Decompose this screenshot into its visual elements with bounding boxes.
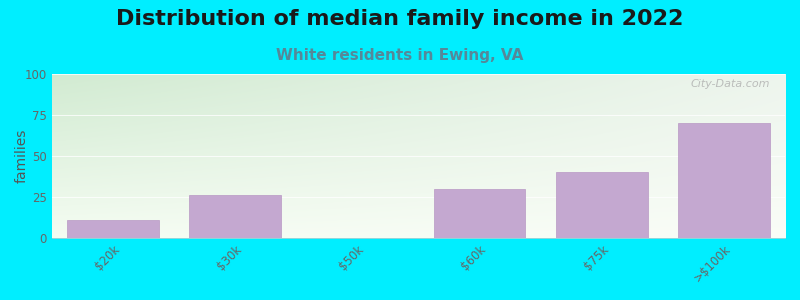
Y-axis label: families: families <box>15 129 29 183</box>
Bar <box>678 123 770 238</box>
Text: Distribution of median family income in 2022: Distribution of median family income in … <box>116 9 684 29</box>
Text: White residents in Ewing, VA: White residents in Ewing, VA <box>276 48 524 63</box>
Bar <box>190 195 281 238</box>
Bar <box>67 220 159 238</box>
Bar <box>434 189 526 238</box>
Text: City-Data.com: City-Data.com <box>691 79 770 89</box>
Bar <box>556 172 647 238</box>
